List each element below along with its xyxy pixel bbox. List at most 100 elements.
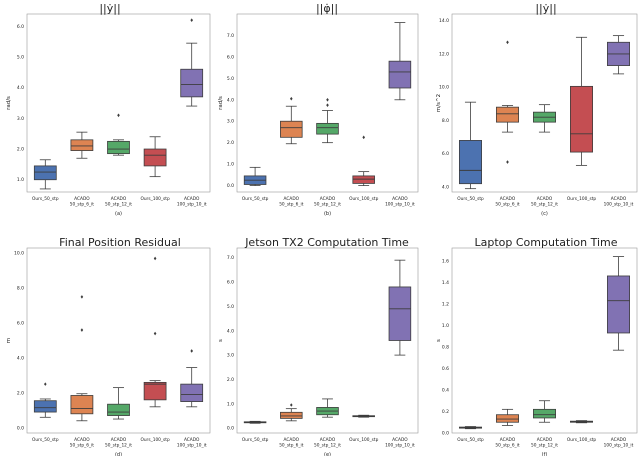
- x-tick-label-line: ACADO: [611, 196, 627, 202]
- x-tick-label-line: 100_stp_10_it: [177, 443, 207, 449]
- y-tick-label: 1.4: [442, 280, 449, 286]
- subfigure-label: (e): [324, 452, 331, 456]
- x-tick-label: Ours_100_stp: [349, 437, 379, 443]
- box-3: [107, 387, 130, 420]
- x-tick-label-line: Ours_100_stp: [567, 437, 597, 443]
- outlier-point: [326, 103, 329, 107]
- plot-frame: [451, 13, 638, 193]
- y-tick-label: 4.0: [227, 328, 234, 334]
- x-tick-label: ACADO 50_stp_12_it: [531, 196, 558, 208]
- x-tick-label: ACADO 50_stp_12_it: [531, 437, 558, 449]
- x-tick-label: Ours_100_stp: [140, 196, 170, 202]
- y-tick-label: 12.0: [439, 51, 449, 57]
- x-tick-label: Ours_50_stp: [32, 437, 59, 443]
- x-tick-label-line: 100_stp_10_it: [385, 202, 415, 208]
- outlier-point: [190, 349, 193, 353]
- x-tick-label: Ours_50_stp: [457, 196, 484, 202]
- chart-panel-5: Jetson TX2 Computation Time 0.0 1.0 2.0 3.0 4…: [218, 236, 419, 456]
- x-tick-label-line: 100_stp_10_it: [177, 202, 207, 208]
- x-tick-label-line: Ours_100_stp: [140, 196, 170, 202]
- box-5: [388, 259, 412, 356]
- y-tick-label: 5.0: [17, 54, 24, 60]
- x-tick-label: ACADO 50_stp_12_it: [314, 437, 341, 449]
- x-tick-label-line: ACADO: [537, 437, 553, 443]
- y-tick-label: 0.0: [227, 183, 234, 189]
- box-body: [180, 68, 204, 98]
- box-2: [280, 403, 303, 422]
- x-tick-label: Ours_50_stp: [457, 437, 484, 443]
- outlier-point: [80, 328, 84, 332]
- box-body: [388, 286, 412, 341]
- x-tick-label-line: 100_stp_10_it: [604, 443, 634, 449]
- y-axis-label: m: [6, 338, 12, 343]
- y-axis-label: s: [436, 339, 442, 342]
- x-tick-label-line: 50_stp_6_it: [70, 443, 94, 449]
- chart-title: ||ẏ||: [99, 2, 120, 15]
- box-4: [143, 256, 167, 408]
- outlier-point: [326, 97, 329, 102]
- chart-title: Laptop Computation Time: [475, 236, 618, 249]
- y-tick-label: 5.0: [227, 304, 234, 310]
- x-tick-label-line: ACADO: [392, 437, 408, 443]
- box-3: [316, 97, 339, 144]
- box-body: [107, 140, 130, 155]
- x-tick-label-line: 50_stp_12_it: [531, 202, 558, 208]
- box-3: [107, 113, 130, 156]
- y-tick-label: 3.0: [227, 353, 234, 359]
- y-tick-label: 7.0: [227, 255, 234, 261]
- y-tick-label: 6.0: [442, 151, 449, 157]
- y-tick-label: 8.0: [17, 286, 24, 292]
- chart-title: ||ẏ||: [535, 2, 556, 15]
- x-tick-label: ACADO 100_stp_10_it: [177, 196, 207, 208]
- y-tick-label: 10.0: [439, 85, 449, 91]
- box-body: [143, 381, 167, 401]
- x-tick-label: ACADO 50_stp_6_it: [279, 196, 303, 208]
- y-tick-label: 4.0: [442, 185, 449, 191]
- x-tick-label-line: 50_stp_12_it: [314, 443, 341, 449]
- box-5: [180, 349, 204, 408]
- box-1: [243, 420, 267, 424]
- box-body: [33, 400, 57, 413]
- x-tick-label: Ours_100_stp: [349, 196, 379, 202]
- subfigure-label: (d): [115, 452, 122, 456]
- x-tick-label: ACADO 100_stp_10_it: [385, 196, 415, 208]
- x-tick-label-line: Ours_50_stp: [457, 437, 484, 443]
- chart-panel-2: ||φ̇|| 0.0 1.0 2.0 3.0 4.0 5.0 6.0 7.0 rad/s Ours_…: [218, 2, 419, 217]
- chart-title: Jetson TX2 Computation Time: [244, 236, 409, 249]
- x-tick-label-line: ACADO: [184, 196, 200, 202]
- y-tick-label: 1.0: [442, 323, 449, 329]
- y-tick-label: 4.0: [17, 85, 24, 91]
- x-tick-label: Ours_50_stp: [242, 196, 269, 202]
- x-tick-label: ACADO 100_stp_10_it: [177, 437, 207, 449]
- y-tick-label: 4.0: [17, 355, 24, 361]
- box-1: [33, 382, 57, 418]
- x-tick-label-line: ACADO: [74, 196, 90, 202]
- box-body: [70, 139, 94, 151]
- box-body: [280, 411, 303, 419]
- box-4: [570, 36, 594, 166]
- chart-title: ||φ̇||: [316, 2, 338, 15]
- y-axis-label: rad/s: [218, 96, 224, 110]
- box-3: [533, 400, 557, 423]
- box-2: [495, 408, 519, 426]
- outlier-point: [290, 403, 293, 407]
- y-tick-label: 10.0: [14, 251, 24, 257]
- y-tick-label: 4.0: [227, 97, 234, 103]
- x-tick-label-line: Ours_100_stp: [140, 437, 170, 443]
- x-tick-label-line: ACADO: [111, 196, 127, 202]
- subfigure-label: (f): [542, 452, 548, 456]
- subfigure-label: (c): [541, 211, 548, 217]
- box-body: [533, 408, 557, 419]
- x-tick-label: ACADO 50_stp_6_it: [70, 196, 94, 208]
- x-tick-label-line: ACADO: [611, 437, 627, 443]
- x-tick-label-line: ACADO: [537, 196, 553, 202]
- y-tick-label: 3.0: [227, 119, 234, 125]
- x-tick-label: Ours_100_stp: [567, 196, 597, 202]
- y-tick-label: 0.2: [442, 409, 449, 415]
- y-tick-label: 2.0: [227, 140, 234, 146]
- outlier-point: [153, 331, 157, 336]
- y-tick-label: 2.0: [17, 390, 24, 396]
- box-1: [33, 159, 57, 190]
- y-tick-label: 1.0: [227, 162, 234, 168]
